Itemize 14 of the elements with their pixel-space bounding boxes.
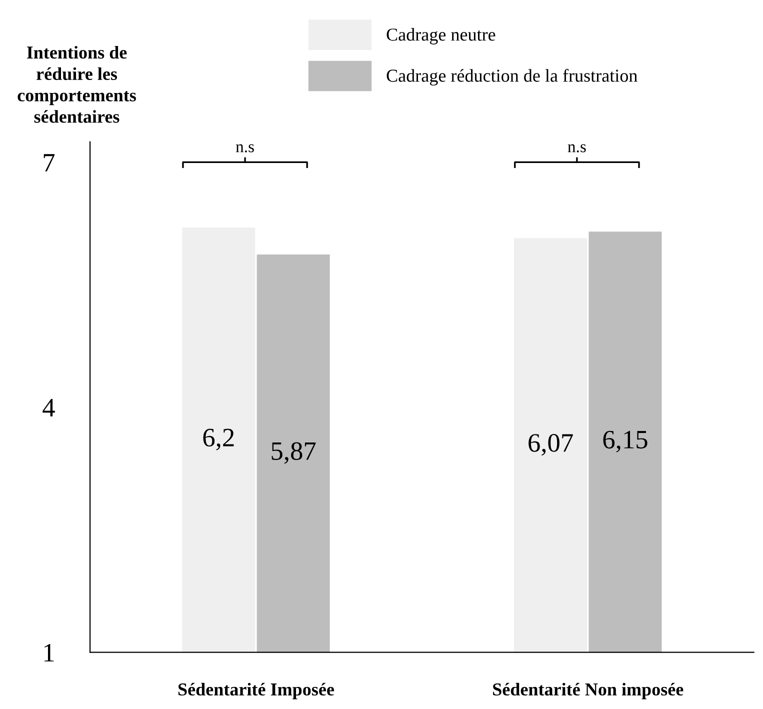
x-tick-label: Sédentarité Non imposée xyxy=(493,682,684,700)
annotation: n.s xyxy=(568,144,586,152)
data-label: 6,07 xyxy=(528,434,573,456)
y-tick-label: 7 xyxy=(44,154,55,172)
annotation: n.s xyxy=(236,144,254,152)
y-axis-title: Intentions de réduire les comportements sédentaires xyxy=(18,46,136,123)
data-label: 6,15 xyxy=(603,430,648,452)
legend-label: Cadrage neutre xyxy=(386,28,496,44)
data-label: 6,2 xyxy=(203,428,234,450)
y-tick-label: 1 xyxy=(44,644,54,662)
x-tick-label: Sédentarité Imposée xyxy=(178,682,334,700)
data-label: 5,87 xyxy=(272,442,316,464)
legend-label: Cadrage réduction de la frustration xyxy=(386,68,638,86)
y-tick-label: 4 xyxy=(42,399,55,416)
